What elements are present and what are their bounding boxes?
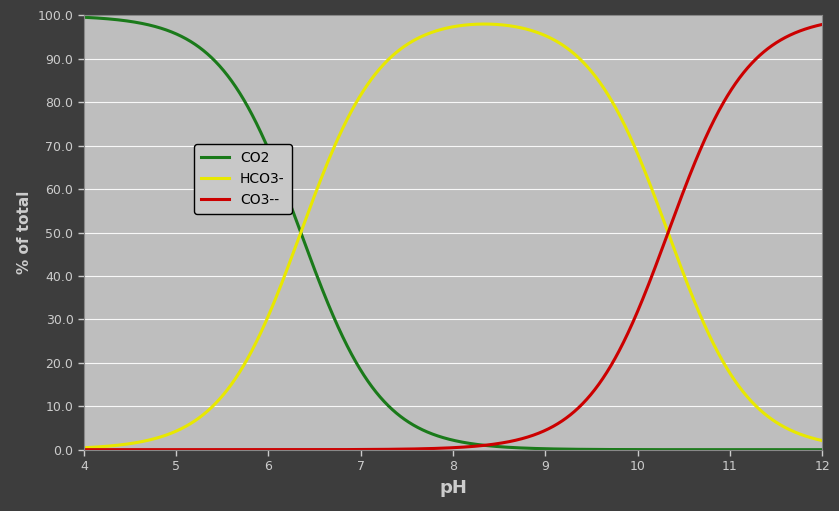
HCO3-: [117, 442, 127, 448]
HCO3-: [419, 33, 429, 39]
CO3--: [795, 28, 805, 34]
CO2: [79, 14, 89, 20]
HCO3-: [795, 431, 805, 437]
HCO3-: [817, 437, 827, 444]
CO3--: [79, 447, 89, 453]
HCO3-: [79, 445, 89, 451]
CO2: [795, 447, 805, 453]
CO3--: [817, 21, 827, 28]
HCO3-: [660, 223, 670, 229]
CO2: [660, 447, 670, 453]
CO2: [817, 447, 827, 453]
Line: CO2: CO2: [84, 17, 822, 450]
CO2: [419, 427, 429, 433]
HCO3-: [438, 26, 448, 32]
CO2: [117, 17, 127, 24]
CO3--: [795, 28, 805, 34]
Line: HCO3-: HCO3-: [84, 24, 822, 448]
HCO3-: [796, 431, 806, 437]
CO3--: [419, 446, 429, 452]
X-axis label: pH: pH: [439, 479, 467, 497]
CO3--: [117, 447, 127, 453]
Legend: CO2, HCO3-, CO3--: CO2, HCO3-, CO3--: [194, 144, 292, 214]
CO2: [795, 447, 805, 453]
HCO3-: [479, 21, 489, 27]
Y-axis label: % of total: % of total: [17, 191, 32, 274]
CO3--: [438, 445, 448, 451]
CO2: [438, 434, 448, 440]
CO3--: [660, 237, 670, 243]
Line: CO3--: CO3--: [84, 25, 822, 450]
